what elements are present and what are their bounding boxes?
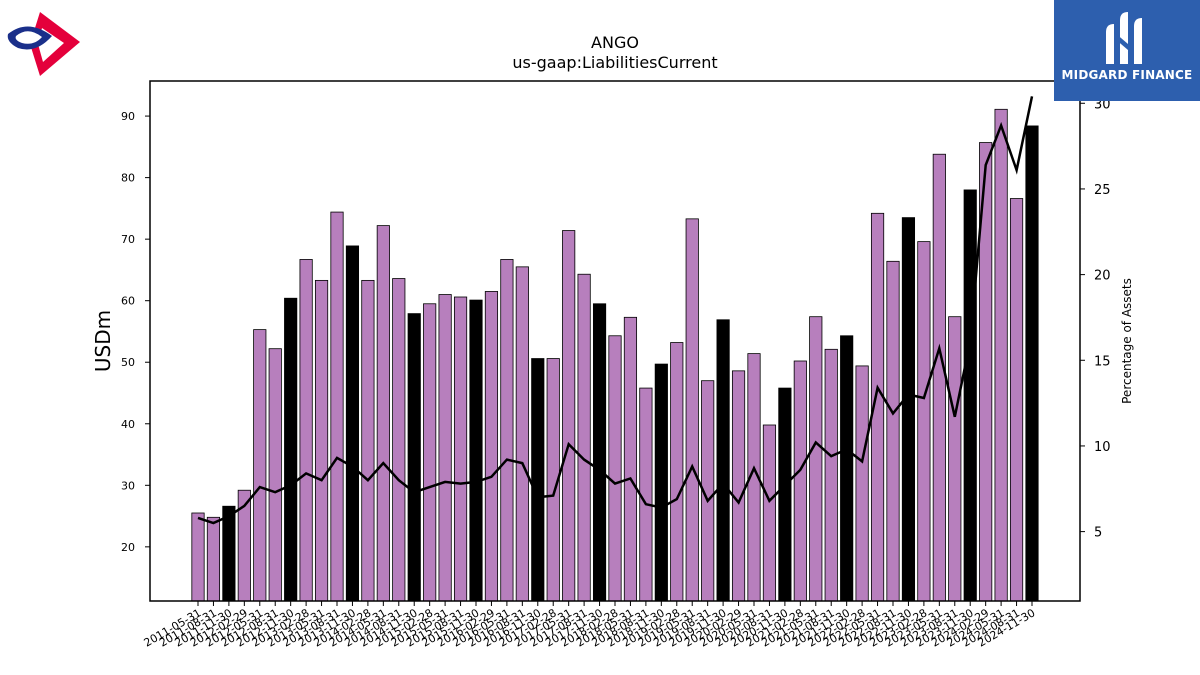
bar	[268, 348, 282, 602]
y-tick-label: 70	[121, 233, 135, 246]
bar	[824, 348, 838, 602]
bar	[840, 335, 854, 602]
y2-tick-label: 15	[1094, 354, 1111, 369]
bar	[314, 279, 329, 602]
bar	[577, 273, 591, 602]
y2-tick-label: 5	[1094, 526, 1102, 541]
y-tick-label: 50	[121, 356, 135, 369]
bar	[886, 260, 900, 602]
y-tick-label: 30	[121, 479, 135, 492]
bar	[191, 512, 205, 602]
percentage-line	[197, 96, 1034, 525]
bar	[206, 516, 221, 602]
bar	[963, 189, 977, 602]
bar	[654, 363, 668, 602]
y2-tick-label: 25	[1094, 183, 1111, 198]
bar	[608, 335, 622, 602]
bar	[345, 245, 360, 602]
bar	[484, 291, 499, 602]
bar	[762, 424, 777, 602]
y-tick-label: 90	[121, 110, 135, 123]
red-blue-ring-logo-icon	[7, 12, 80, 76]
bar	[901, 217, 916, 602]
brand-name: MIDGARD FINANCE	[1061, 68, 1193, 82]
bar	[731, 370, 746, 602]
bar	[284, 297, 298, 602]
bar	[222, 505, 236, 602]
y-tick-label: 80	[121, 172, 135, 185]
y2-tick-label: 30	[1094, 97, 1111, 112]
bar	[253, 329, 267, 602]
bar	[932, 153, 946, 602]
bar	[376, 225, 390, 602]
bar	[778, 387, 792, 602]
bar	[685, 218, 699, 602]
y-tick-label: 60	[121, 295, 135, 308]
bar	[299, 259, 313, 602]
brand-badge: MIDGARD FINANCE	[1054, 0, 1200, 101]
bar	[453, 296, 468, 602]
bar	[716, 319, 730, 602]
y-tick-label: 40	[121, 418, 135, 431]
chart-subtitle: us-gaap:LiabilitiesCurrent	[512, 53, 717, 72]
bar	[917, 241, 931, 602]
y-axis-label: USDm	[91, 310, 115, 372]
bar	[392, 278, 406, 602]
bar	[809, 316, 823, 602]
y2-tick-label: 10	[1094, 440, 1111, 455]
midgard-m-icon	[1106, 12, 1142, 64]
bar	[948, 316, 962, 602]
bar	[515, 266, 529, 602]
bar	[330, 211, 344, 602]
bar	[1025, 125, 1039, 602]
y2-tick-label: 20	[1094, 269, 1111, 284]
y2-axis-label: Percentage of Assets	[1120, 278, 1134, 404]
corner-logo	[6, 10, 86, 86]
bar	[592, 303, 607, 602]
bar	[994, 108, 1008, 602]
bar	[793, 360, 807, 602]
bar	[855, 365, 869, 602]
chart-title: ANGO	[591, 33, 639, 52]
bar	[531, 358, 545, 602]
bar	[423, 303, 437, 602]
bar	[670, 342, 684, 602]
bar	[361, 279, 375, 602]
bar	[500, 259, 514, 602]
bar	[1009, 198, 1024, 602]
bar	[438, 294, 452, 602]
y-tick-label: 20	[121, 541, 135, 554]
bar	[562, 230, 576, 602]
bar	[623, 316, 638, 602]
bar	[407, 313, 421, 602]
bar	[469, 299, 483, 602]
bar	[639, 387, 653, 602]
